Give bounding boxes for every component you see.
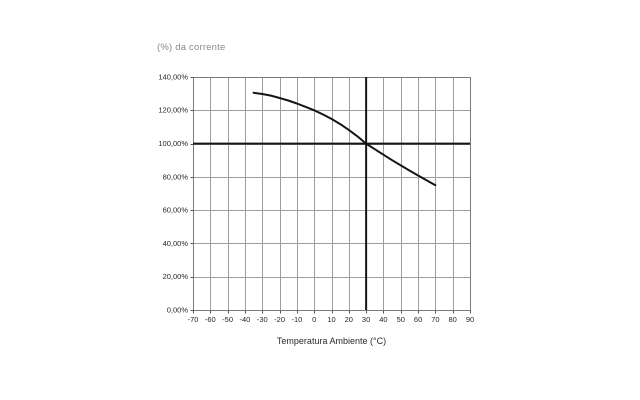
- y-tick-label: 0,00%: [167, 305, 189, 314]
- y-tick-label: 120,00%: [158, 106, 188, 115]
- y-tick-label: 80,00%: [163, 172, 189, 181]
- x-tick-label: 80: [449, 315, 457, 324]
- y-tick-label: 100,00%: [158, 139, 188, 148]
- x-tick-label: -20: [274, 315, 285, 324]
- y-tick-label: 60,00%: [163, 206, 189, 215]
- y-tick-label: 20,00%: [163, 272, 189, 281]
- series-curve: [252, 91, 437, 187]
- x-tick-label: 40: [379, 315, 387, 324]
- chart-title: (%) da corrente: [157, 42, 226, 53]
- x-tick-label: 70: [431, 315, 439, 324]
- x-tick-label: 90: [466, 315, 474, 324]
- x-tick-label: 60: [414, 315, 422, 324]
- x-tick-label: -70: [188, 315, 199, 324]
- x-tick-label: -10: [291, 315, 302, 324]
- y-tick-label: 40,00%: [163, 239, 189, 248]
- x-tick-label: 50: [397, 315, 405, 324]
- x-tick-label: 30: [362, 315, 370, 324]
- x-axis-title: Temperatura Ambiente (°C): [276, 336, 387, 346]
- x-tick-label: 10: [327, 315, 335, 324]
- x-tick-label: -30: [257, 315, 268, 324]
- x-tick-label: -40: [239, 315, 250, 324]
- x-tick-label: -60: [205, 315, 216, 324]
- x-tick-label: 0: [312, 315, 316, 324]
- x-tick-label: -50: [222, 315, 233, 324]
- y-tick-label: 140,00%: [158, 72, 188, 81]
- x-tick-label: 20: [345, 315, 353, 324]
